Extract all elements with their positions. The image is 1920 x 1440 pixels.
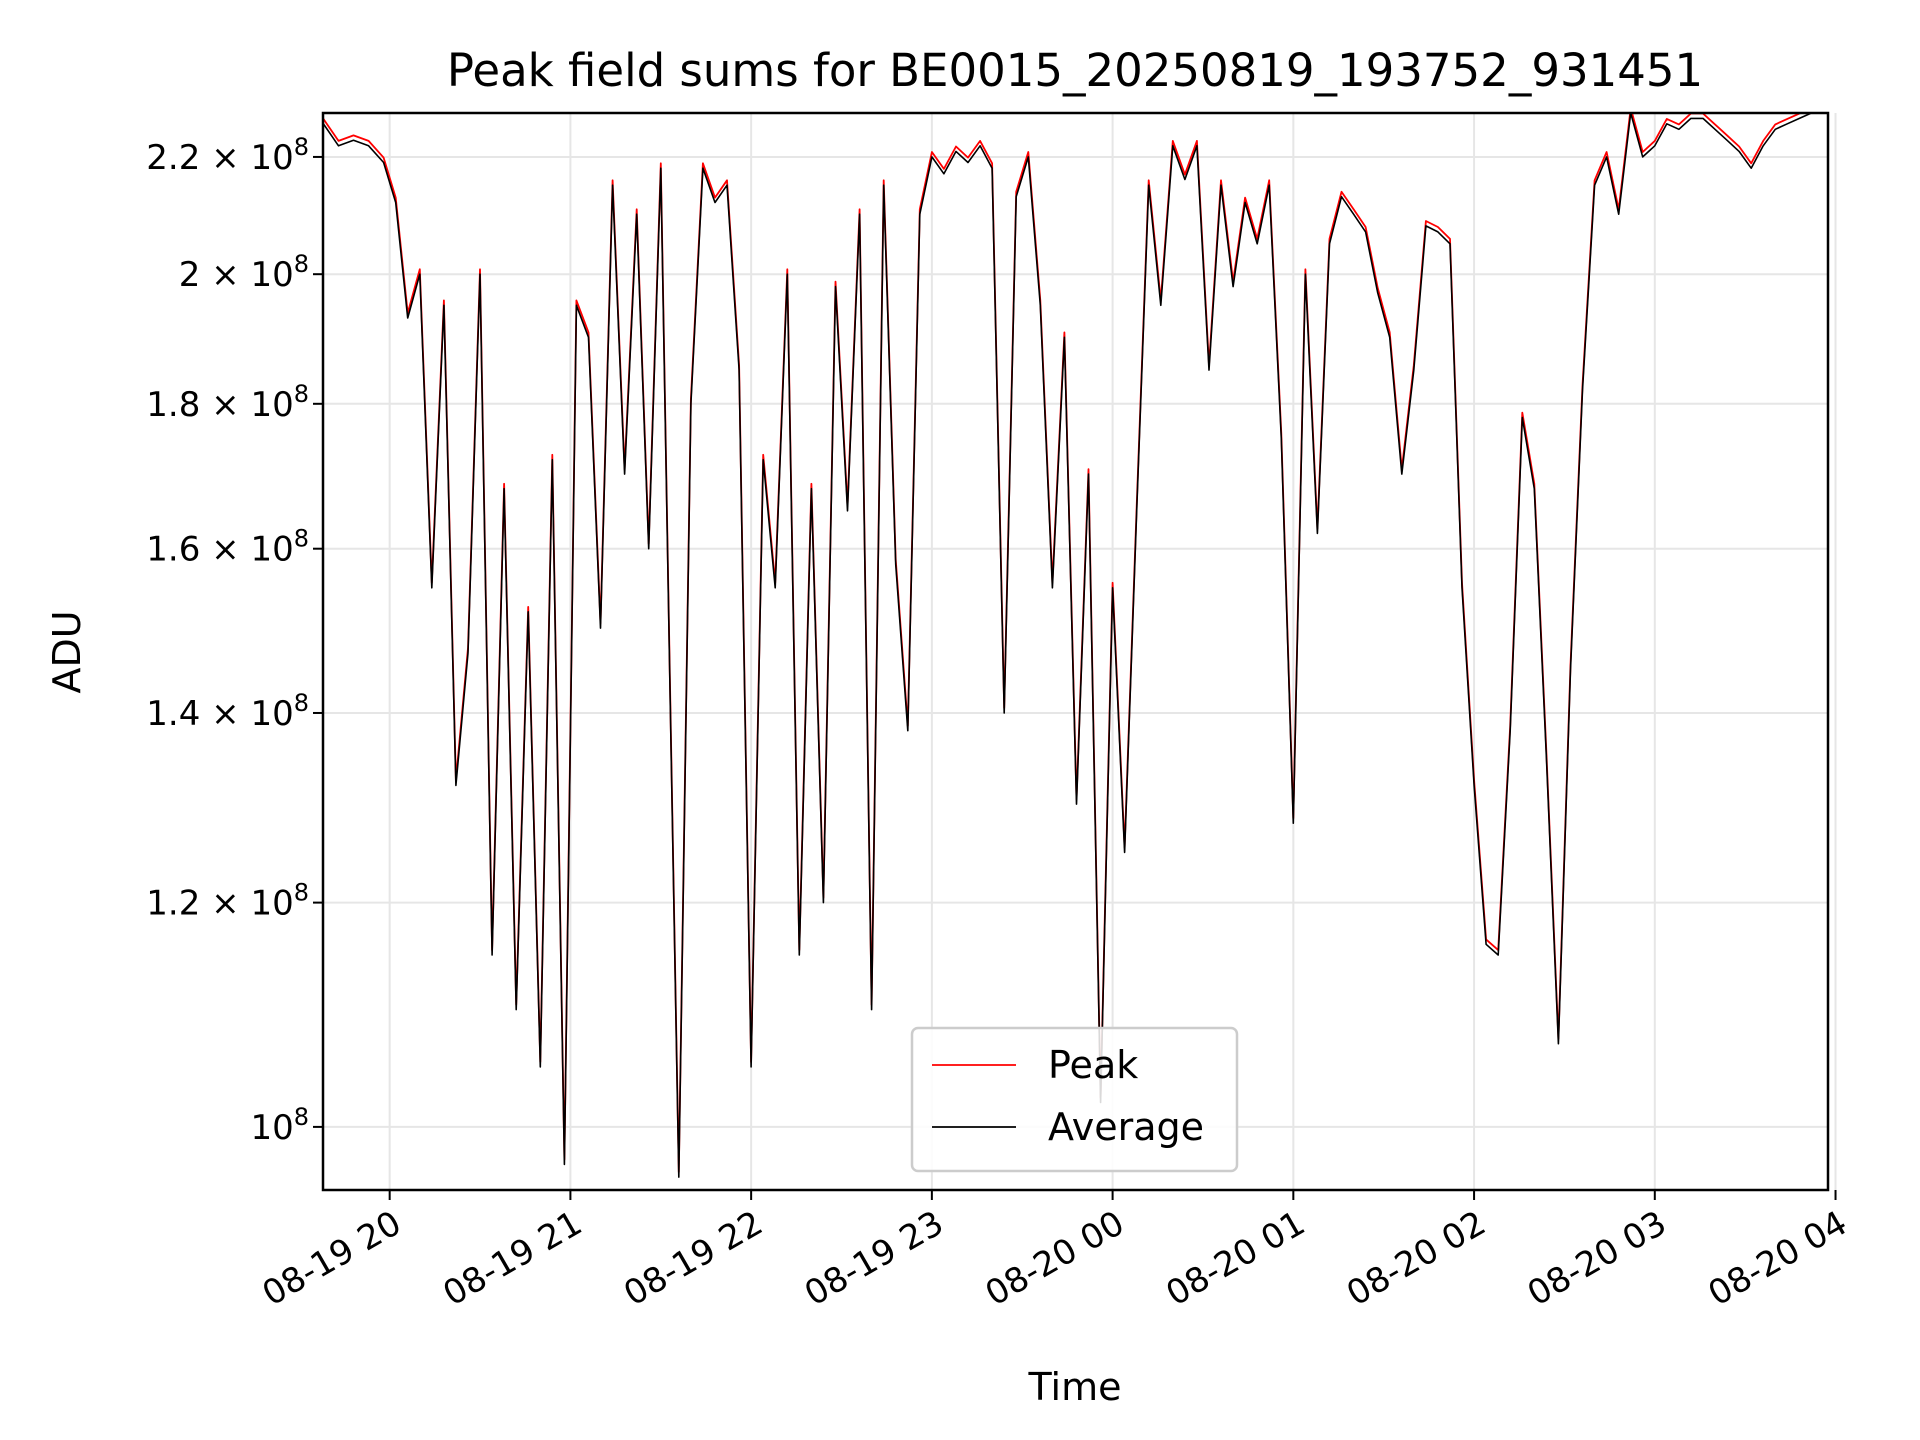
plot-area-frame	[321, 111, 1830, 1192]
x-axis-label: Time	[1028, 1365, 1122, 1409]
legend-box	[910, 1026, 1239, 1173]
legend-peak-label: Peak	[1048, 1043, 1138, 1087]
x-tick-label: 08-19 20	[256, 1203, 408, 1314]
y-tick-label: 2 × 108	[179, 250, 309, 295]
x-tick-label: 08-20 02	[1340, 1203, 1492, 1314]
legend-average-label: Average	[1048, 1105, 1204, 1149]
x-axis: 08-19 20 08-19 21 08-19 22 08-19 23 08-20 00…	[256, 1190, 1854, 1314]
legend: Peak Average	[910, 1026, 1239, 1173]
grid	[323, 113, 1837, 1190]
y-tick-label: 108	[250, 1103, 309, 1148]
y-tick-label: 1.2 × 108	[146, 879, 309, 924]
x-tick-label: 08-19 21	[437, 1203, 589, 1314]
x-tick-label: 08-20 00	[979, 1203, 1131, 1314]
series-layer	[323, 113, 1813, 1178]
series-average-line	[323, 113, 1813, 1178]
x-tick-label: 08-19 22	[617, 1203, 769, 1314]
y-tick-label: 1.4 × 108	[146, 689, 309, 734]
x-tick-label: 08-19 23	[798, 1203, 950, 1314]
y-tick-label: 1.8 × 108	[146, 380, 309, 425]
y-axis: 2.2 × 108 2 × 108 1.8 × 108 1.6 × 108 1.4 × …	[146, 133, 323, 1148]
x-tick-label: 08-20 03	[1521, 1203, 1673, 1314]
chart-title: Peak field sums for BE0015_20250819_1937…	[447, 44, 1703, 97]
x-tick-label: 08-20 01	[1159, 1203, 1311, 1314]
y-tick-label: 2.2 × 108	[146, 133, 309, 178]
y-tick-label: 1.6 × 108	[146, 525, 309, 570]
y-axis-label: ADU	[45, 610, 89, 693]
x-tick-label: 08-20 04	[1702, 1203, 1854, 1314]
